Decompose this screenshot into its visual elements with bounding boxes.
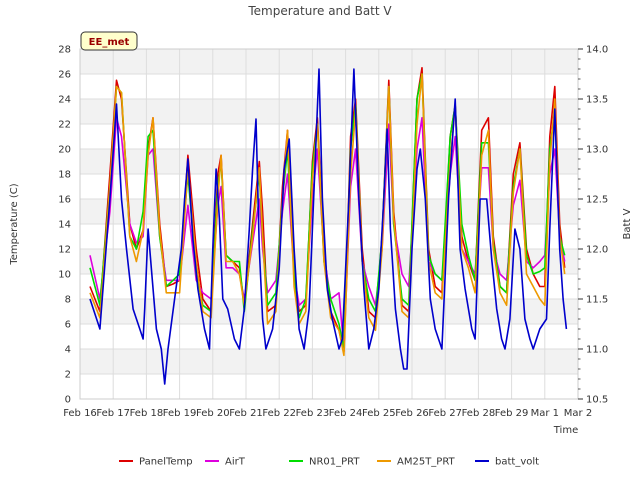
plot-band (80, 149, 578, 174)
plot-band (80, 49, 578, 74)
legend: PanelTemp AirT NR01_PRT AM25T_PRT batt_volt (119, 457, 539, 468)
plot-band (80, 99, 578, 124)
legend-label: AM25T_PRT (397, 457, 456, 468)
x-tick-label: Feb 21 (229, 408, 263, 419)
y2-tick-label: 13.0 (586, 145, 608, 156)
station-label: EE_met (89, 37, 130, 48)
plot-band (80, 374, 578, 399)
x-tick-label: Feb 16 (63, 408, 97, 419)
y2-tick-label: 14.0 (586, 45, 608, 56)
plot-band (80, 224, 578, 249)
plot-frame (79, 48, 579, 400)
x-tick-label: Feb 17 (96, 408, 130, 419)
y2-tick-label: 12.5 (586, 195, 608, 206)
y-tick-label: 8 (65, 295, 71, 306)
y2-tick-label: 13.5 (586, 95, 608, 106)
plot-band (80, 124, 578, 149)
y-tick-label: 18 (58, 170, 71, 181)
series-line-batt-volt (89, 68, 568, 385)
y-tick-label: 26 (58, 70, 71, 81)
x-axis: Feb 16 Feb 17 Feb 18 Feb 19 Feb 20 Feb 21 Feb … (63, 408, 592, 419)
y-tick-label: 4 (65, 345, 71, 356)
y-axis-right: 10.5 11.0 11.5 12.0 12.5 13.0 13.5 14.0 (578, 45, 608, 406)
plot-band (80, 324, 578, 349)
y2-tick-label: 12.0 (586, 245, 608, 256)
y-tick-label: 28 (58, 45, 71, 56)
y-tick-label: 6 (65, 320, 71, 331)
legend-label: NR01_PRT (309, 457, 360, 468)
x-tick-label: Mar 2 (564, 408, 592, 419)
x-tick-label: Feb 24 (329, 408, 363, 419)
legend-label: PanelTemp (139, 457, 193, 468)
series-lines (89, 67, 568, 385)
y-tick-label: 12 (58, 245, 71, 256)
y-tick-label: 24 (58, 95, 71, 106)
y-axis-title: Temperature (C) (9, 183, 20, 265)
legend-label: AirT (225, 457, 246, 468)
y-tick-label: 22 (58, 120, 71, 131)
plot-band (80, 174, 578, 199)
x-tick-label: Feb 29 (495, 408, 529, 419)
station-label-box: EE_met (80, 31, 138, 51)
plot-band (80, 199, 578, 224)
y-tick-label: 14 (58, 220, 71, 231)
y2-tick-label: 10.5 (586, 395, 608, 406)
x-tick-label: Feb 20 (196, 408, 230, 419)
x-tick-label: Feb 26 (395, 408, 429, 419)
y2-tick-label: 11.5 (586, 295, 608, 306)
y2-axis-title: Batt V (622, 208, 633, 239)
x-tick-label: Feb 22 (262, 408, 296, 419)
x-axis-title: Time (553, 425, 578, 436)
x-tick-label: Feb 25 (362, 408, 396, 419)
y-tick-label: 2 (65, 370, 71, 381)
chart-title: Temperature and Batt V (247, 4, 392, 18)
plot-band (80, 349, 578, 374)
legend-label: batt_volt (495, 457, 539, 468)
x-tick-label: Mar 1 (531, 408, 559, 419)
x-tick-label: Feb 19 (163, 408, 197, 419)
plot-band (80, 74, 578, 99)
x-tick-label: Feb 23 (296, 408, 330, 419)
plot-band (80, 249, 578, 274)
y-tick-label: 0 (65, 395, 71, 406)
x-tick-label: Feb 28 (462, 408, 496, 419)
y-tick-label: 16 (58, 195, 71, 206)
y-tick-label: 10 (58, 270, 71, 281)
x-tick-label: Feb 18 (130, 408, 164, 419)
y2-tick-label: 11.0 (586, 345, 608, 356)
x-tick-label: Feb 27 (428, 408, 462, 419)
y-tick-label: 20 (58, 145, 71, 156)
